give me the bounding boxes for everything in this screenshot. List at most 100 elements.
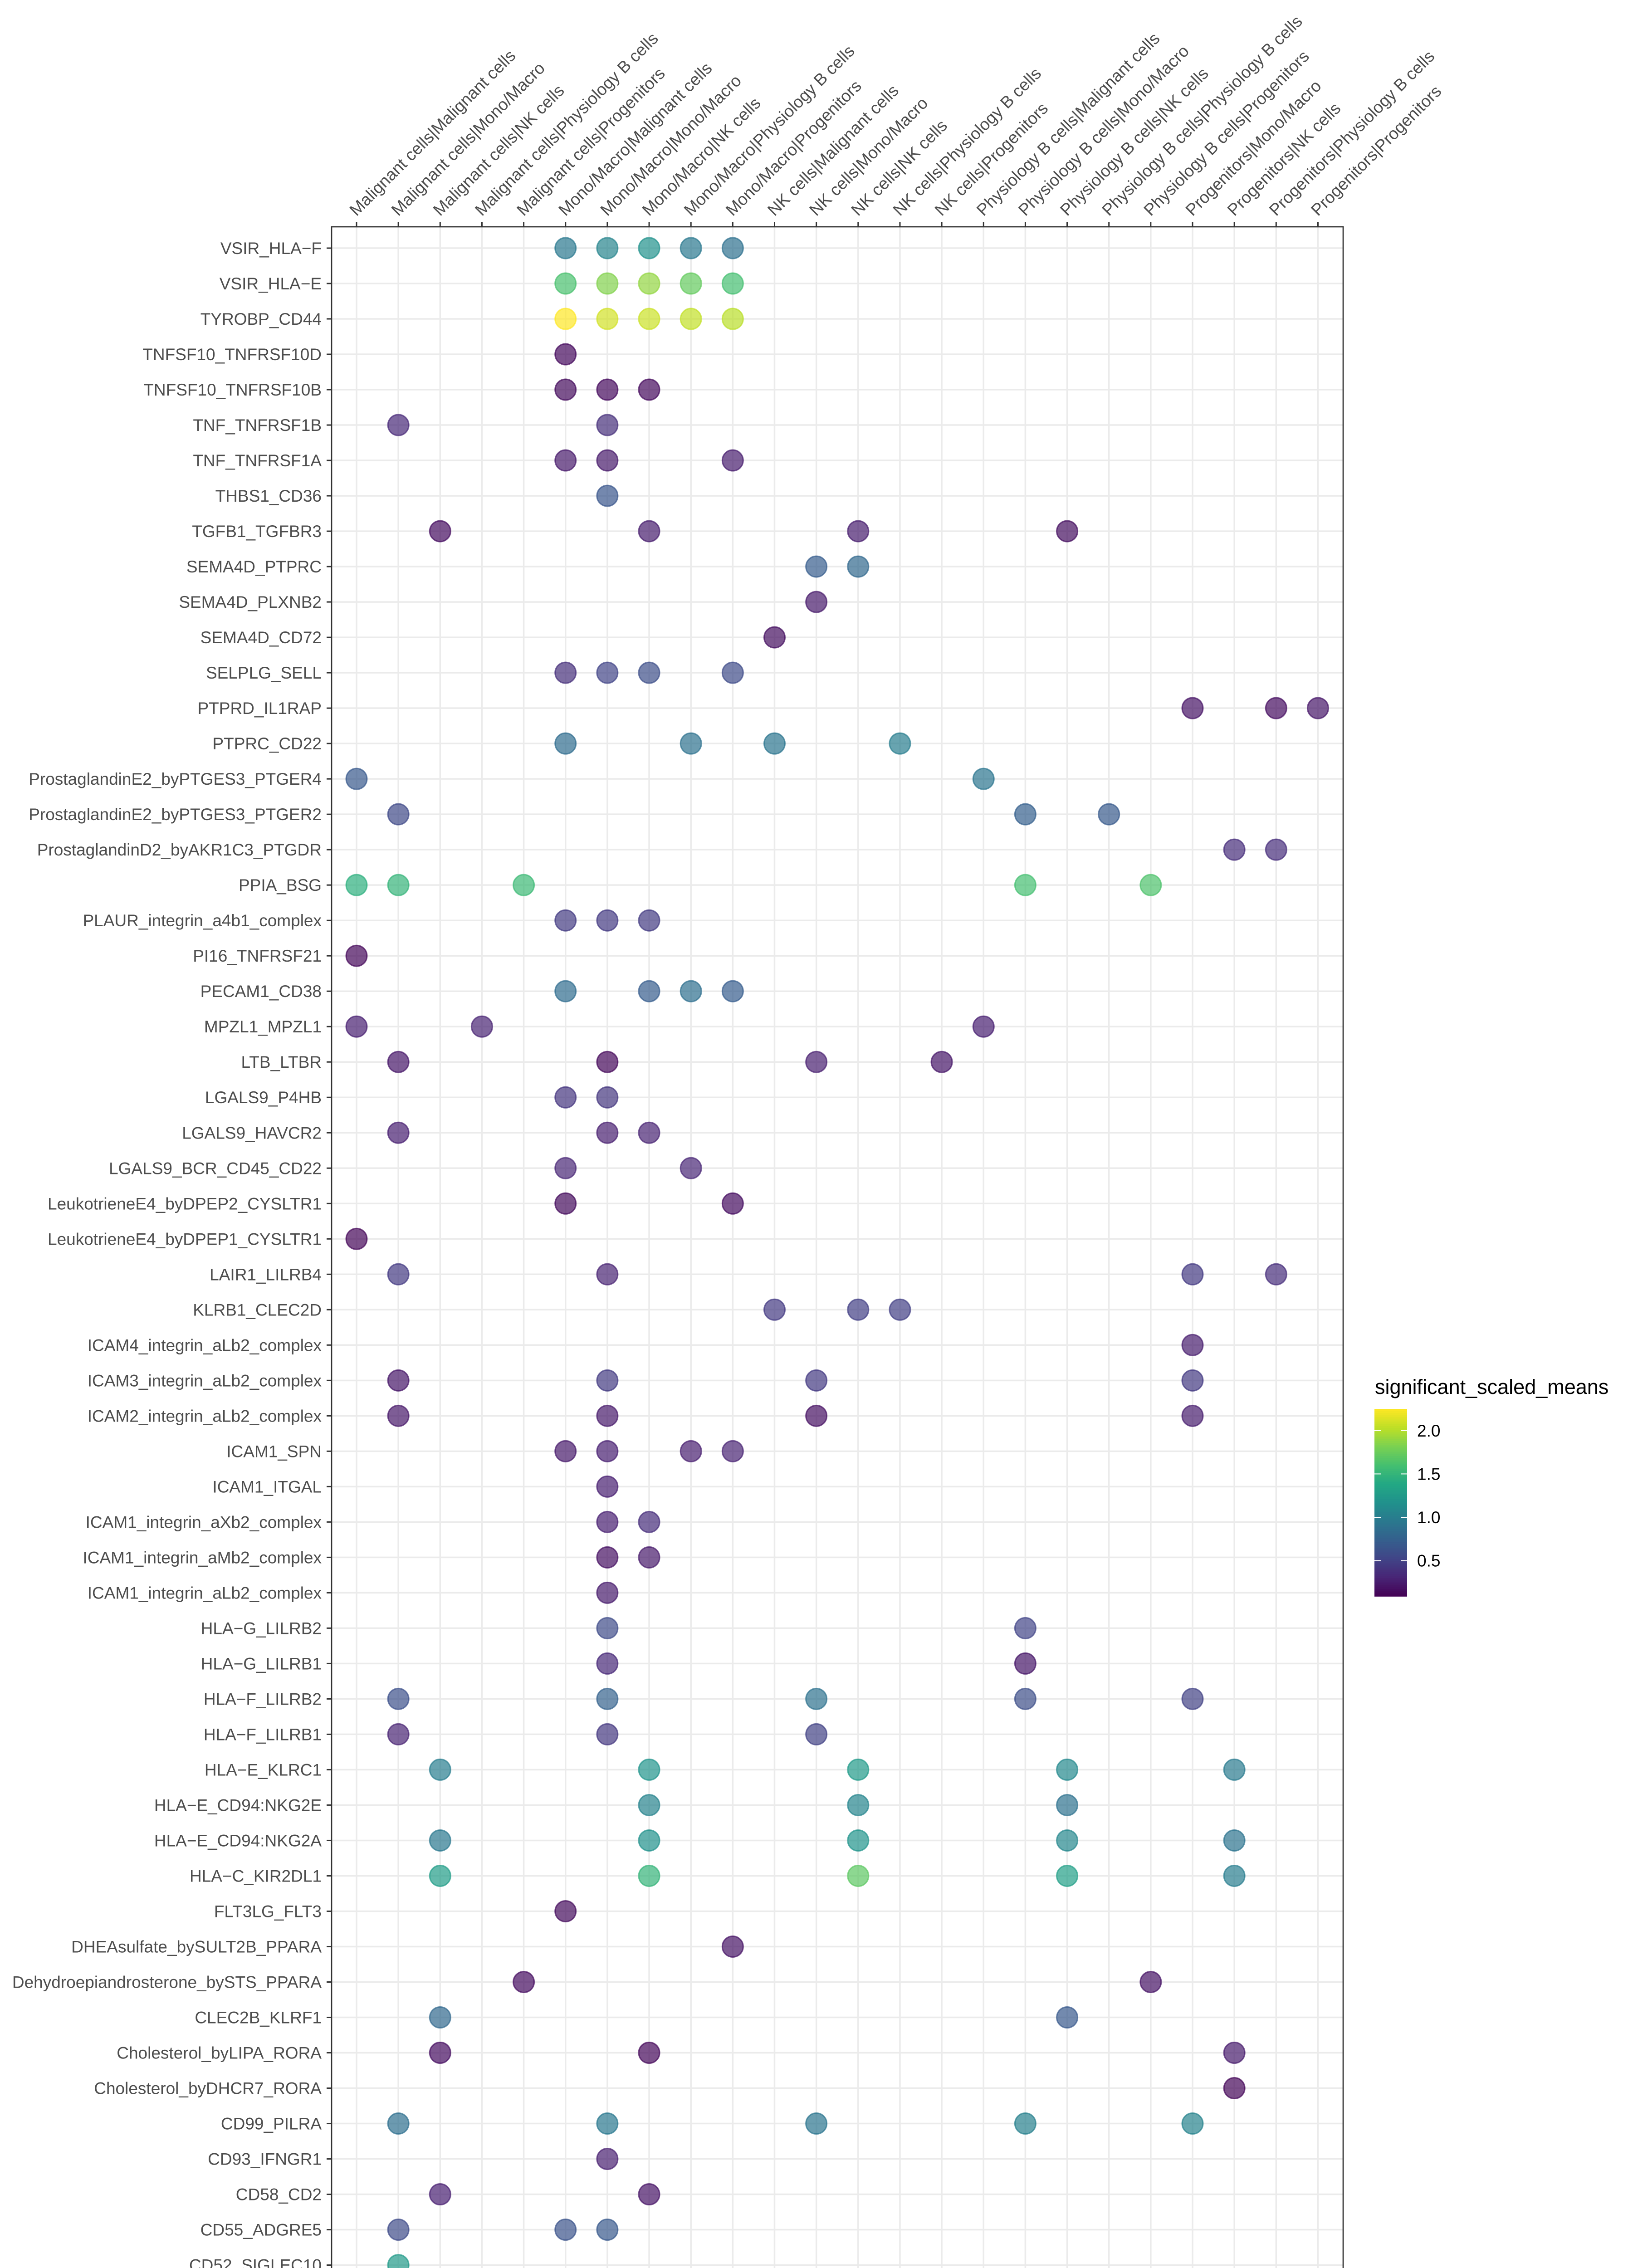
data-point [596,1404,619,1427]
data-point [345,767,368,790]
data-point [596,237,619,259]
legend-colorbar-segment [1374,1501,1407,1503]
legend-colorbar-segment [1374,1484,1407,1486]
legend-colorbar-segment [1374,1566,1407,1569]
data-point [554,1192,577,1215]
data-point [847,555,870,578]
data-point [596,1086,619,1109]
color-legend: significant_scaled_means 2.0 1.5 1.0 0.5 [1374,1375,1609,1597]
data-point [972,1015,995,1038]
legend-colorbar-segment [1374,1519,1407,1522]
data-point [554,272,577,295]
data-point [596,661,619,684]
data-point [596,2112,619,2135]
data-point [847,1864,870,1887]
data-point [1181,1263,1204,1286]
y-tick-label: HLA−E_KLRC1 [205,1760,322,1779]
legend-colorbar-segment [1374,1418,1407,1421]
legend-colorbar-segment [1374,1427,1407,1430]
data-point [1223,2077,1246,2100]
y-tick-label: ICAM4_integrin_aLb2_complex [88,1336,322,1354]
legend-colorbar-segment [1374,1551,1407,1554]
data-point [1098,803,1120,826]
data-point [345,944,368,967]
data-point [387,1263,410,1286]
data-point [638,237,660,259]
legend-colorbar-segment [1374,1420,1407,1422]
legend-colorbar-segment [1374,1442,1407,1445]
data-point [596,1723,619,1745]
legend-colorbar-segment [1374,1450,1407,1452]
data-point [1265,838,1287,861]
data-point [554,449,577,472]
data-point [1306,697,1329,719]
data-point [596,909,619,932]
legend-colorbar-segment [1374,1508,1407,1510]
y-tick-label: Dehydroepiandrosterone_bySTS_PPARA [12,1973,322,1991]
y-tick-label: CD55_ADGRE5 [200,2221,322,2239]
data-point [387,1051,410,1073]
y-tick-label: HLA−C_KIR2DL1 [190,1867,322,1885]
legend-colorbar-segment [1374,1585,1407,1588]
data-point [721,449,744,472]
y-tick-label: CD58_CD2 [236,2185,322,2204]
y-tick-label: TNF_TNFRSF1A [193,451,322,470]
y-tick-label: HLA−G_LILRB2 [201,1619,322,1637]
data-point [638,1546,660,1569]
data-point [1014,2112,1037,2135]
legend-colorbar-segment [1374,1495,1407,1497]
y-tick-label: Cholesterol_byLIPA_RORA [117,2044,322,2063]
data-point [1265,1263,1287,1286]
legend-colorbar-segment [1374,1452,1407,1454]
data-point [596,2219,619,2241]
legend-colorbar-segment [1374,1437,1407,1439]
data-point [429,2006,451,2028]
data-point [1181,697,1204,719]
y-tick-label: LGALS9_P4HB [205,1088,322,1107]
data-point [1139,1970,1162,1993]
data-point [1056,1794,1079,1816]
legend-colorbar-segment [1374,1521,1407,1524]
data-point [596,1652,619,1675]
legend-colorbar-segment [1374,1476,1407,1479]
legend-colorbar-segment [1374,1547,1407,1550]
data-point [387,1121,410,1144]
data-point [345,1227,368,1250]
data-point [847,1758,870,1781]
legend-tick-label: 1.0 [1417,1508,1440,1527]
data-point [638,1794,660,1816]
y-tick-label: LGALS9_HAVCR2 [182,1124,322,1142]
legend-colorbar-segment [1374,1589,1407,1591]
data-point [805,1369,828,1392]
data-point [680,308,702,330]
data-point [721,1192,744,1215]
data-point [1265,697,1287,719]
data-point [1056,1829,1079,1852]
legend-colorbar-segment [1374,1540,1407,1543]
data-point [1056,1864,1079,1887]
data-point [763,626,786,649]
y-tick-label: HLA−F_LILRB1 [204,1725,322,1744]
data-point [805,2112,828,2135]
data-point [429,1864,451,1887]
y-tick-label: TNFSF10_TNFRSF10B [143,381,322,399]
y-tick-label: THBS1_CD36 [215,487,322,505]
data-point [680,272,702,295]
data-point [638,378,660,401]
y-tick-label: DHEAsulfate_bySULT2B_PPARA [71,1937,322,1956]
data-point [1056,2006,1079,2028]
y-tick-label: HLA−F_LILRB2 [204,1690,322,1708]
y-tick-label: VSIR_HLA−F [220,239,322,258]
legend-colorbar-segment [1374,1560,1407,1563]
data-point [721,1440,744,1462]
legend-colorbar-segment [1374,1431,1407,1434]
legend-colorbar-segment [1374,1579,1407,1582]
legend-colorbar-segment [1374,1463,1407,1466]
data-point [1014,874,1037,896]
data-point [680,237,702,259]
data-point [596,1510,619,1533]
y-tick-label: CD99_PILRA [221,2115,322,2133]
y-tick-label: FLT3LG_FLT3 [214,1902,322,1921]
data-point [554,237,577,259]
